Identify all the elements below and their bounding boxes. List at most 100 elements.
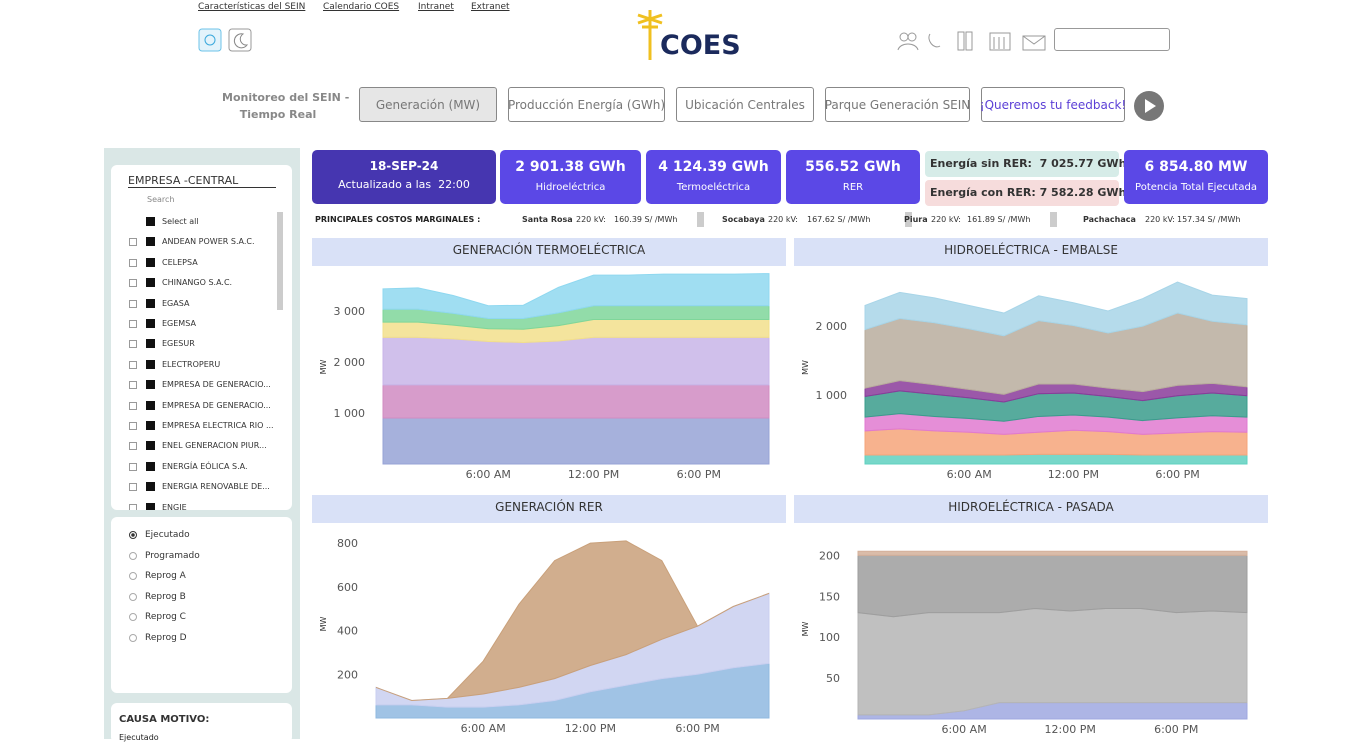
option-label[interactable]: Reprog D [145, 632, 187, 643]
filter-item[interactable]: EMPRESA DE GENERACIO... [162, 400, 271, 410]
expand-box[interactable] [129, 401, 137, 410]
nav-button[interactable]: ¡Queremos tu feedback! [980, 87, 1126, 122]
checkbox[interactable] [146, 257, 155, 267]
kpi-card: 4 124.39 GWh Termoeléctrica [646, 150, 781, 204]
expand-box[interactable] [129, 238, 137, 247]
x-tick-label: 6:00 AM [466, 468, 511, 481]
checkbox[interactable] [146, 421, 155, 430]
nav-button[interactable]: Ubicación Centrales [676, 87, 814, 122]
checkbox[interactable] [146, 400, 155, 410]
header-link[interactable]: Extranet [471, 2, 510, 12]
filter-item[interactable]: EMPRESA DE GENERACIO... [162, 380, 271, 390]
checkbox[interactable] [146, 380, 155, 390]
checkbox[interactable] [146, 237, 155, 247]
checkbox[interactable] [146, 441, 155, 451]
checkbox[interactable] [146, 359, 155, 369]
option-label[interactable]: Reprog B [145, 591, 186, 602]
filter-item[interactable]: EGASA [162, 298, 190, 308]
area [857, 608, 1248, 716]
filter-item[interactable]: CELEPSA [162, 257, 198, 267]
y-tick-label: 1 000 [334, 407, 366, 420]
x-tick-label: 6:00 AM [461, 722, 506, 735]
checkbox[interactable] [146, 217, 155, 226]
y-tick-label: 600 [337, 581, 358, 594]
area [864, 453, 1248, 465]
filter-item[interactable]: CHINANGO S.A.C. [162, 278, 233, 288]
separator [697, 212, 704, 227]
x-tick-label: 6:00 PM [675, 722, 719, 735]
kpi-value: 4 124.39 GWh [658, 159, 769, 175]
play-button[interactable] [1133, 90, 1165, 122]
cause-title: CAUSA MOTIVO: [119, 714, 210, 725]
filter-item[interactable]: ENERGIA RENOVABLE DE... [162, 482, 270, 492]
expand-box[interactable] [129, 442, 137, 451]
filter-item[interactable]: EMPRESA ELECTRICA RIO ... [162, 421, 274, 430]
x-tick-label: 12:00 PM [565, 722, 616, 735]
option-label[interactable]: Programado [145, 550, 200, 561]
filter-item[interactable]: ELECTROPERU [162, 359, 221, 369]
checkbox[interactable] [146, 319, 155, 328]
radio[interactable] [129, 592, 137, 601]
y-tick-label: 1 000 [816, 389, 848, 402]
header-link[interactable]: Características del SEIN [198, 2, 306, 12]
filter-item[interactable]: ENEL GENERACION PIUR... [162, 441, 267, 451]
checkbox[interactable] [146, 339, 155, 349]
expand-box[interactable] [129, 279, 137, 288]
header-link[interactable]: Intranet [418, 2, 454, 12]
filter-item[interactable]: EGESUR [162, 339, 195, 349]
expand-box[interactable] [129, 483, 137, 492]
expand-box[interactable] [129, 340, 137, 349]
radio[interactable] [129, 531, 137, 539]
filter-item[interactable]: EGEMSA [162, 319, 196, 328]
option-label[interactable]: Reprog C [145, 612, 186, 622]
radio[interactable] [129, 572, 137, 580]
expand-box[interactable] [129, 320, 137, 328]
energy-value: 7 025.77 GWh [1039, 157, 1127, 170]
expand-box[interactable] [129, 503, 137, 510]
radio[interactable] [129, 551, 137, 560]
marginal-kv: 220 kV: [1145, 215, 1175, 224]
checkbox[interactable] [146, 461, 155, 471]
expand-box[interactable] [129, 299, 137, 308]
logo-icon [637, 10, 663, 60]
option-label[interactable]: Ejecutado [145, 530, 190, 540]
nav-button[interactable]: Generación (MW) [359, 87, 497, 122]
expand-box[interactable] [129, 422, 137, 430]
filter-search[interactable]: Search [147, 195, 175, 204]
kpi-card: 18-SEP-24 Actualizado a las 22:00 [312, 150, 496, 204]
checkbox[interactable] [146, 298, 155, 308]
area [382, 336, 770, 386]
checkbox[interactable] [146, 278, 155, 288]
expand-box[interactable] [129, 381, 137, 390]
kpi-card: 6 854.80 MW Potencia Total Ejecutada [1124, 150, 1268, 204]
kpi-label: RER [842, 182, 864, 193]
kpi-date: 18-SEP-24 [369, 159, 439, 173]
expand-box[interactable] [129, 258, 137, 267]
filter-item[interactable]: ANDEAN POWER S.A.C. [162, 237, 255, 247]
filter-item[interactable]: ENERGÍA EÓLICA S.A. [162, 461, 248, 471]
energy-label: Energía sin RER: [930, 157, 1032, 170]
expand-box[interactable] [129, 462, 137, 471]
option-label[interactable]: Reprog A [145, 571, 186, 581]
energy-row: Energía sin RER: 7 025.77 GWh [925, 151, 1126, 177]
filter-item[interactable]: ENGIE [162, 502, 187, 510]
radio[interactable] [129, 613, 137, 621]
kpi-label: Potencia Total Ejecutada [1135, 182, 1257, 193]
kpi-card: 2 901.38 GWh Hidroeléctrica [500, 150, 641, 204]
filter-item[interactable]: Select all [162, 217, 199, 226]
theme-icons[interactable] [198, 28, 254, 54]
checkbox[interactable] [146, 482, 155, 492]
header-link[interactable]: Calendario COES [323, 2, 400, 12]
expand-box[interactable] [129, 360, 137, 369]
radio[interactable] [129, 633, 137, 642]
nav-button[interactable]: Parque Generación SEIN [825, 87, 970, 122]
marginal-cost: 161.89 S/ /MWh [967, 215, 1031, 224]
logo-text: COES [660, 30, 741, 61]
checkbox[interactable] [146, 502, 155, 510]
header-icons[interactable] [896, 28, 1046, 54]
search-box[interactable] [1054, 28, 1170, 51]
scrollbar[interactable] [277, 212, 283, 310]
nav-button[interactable]: Producción Energía (GWh) [508, 87, 665, 122]
area [375, 540, 770, 702]
options-box: Ejecutado Programado Reprog A Reprog B Repro… [111, 517, 292, 693]
